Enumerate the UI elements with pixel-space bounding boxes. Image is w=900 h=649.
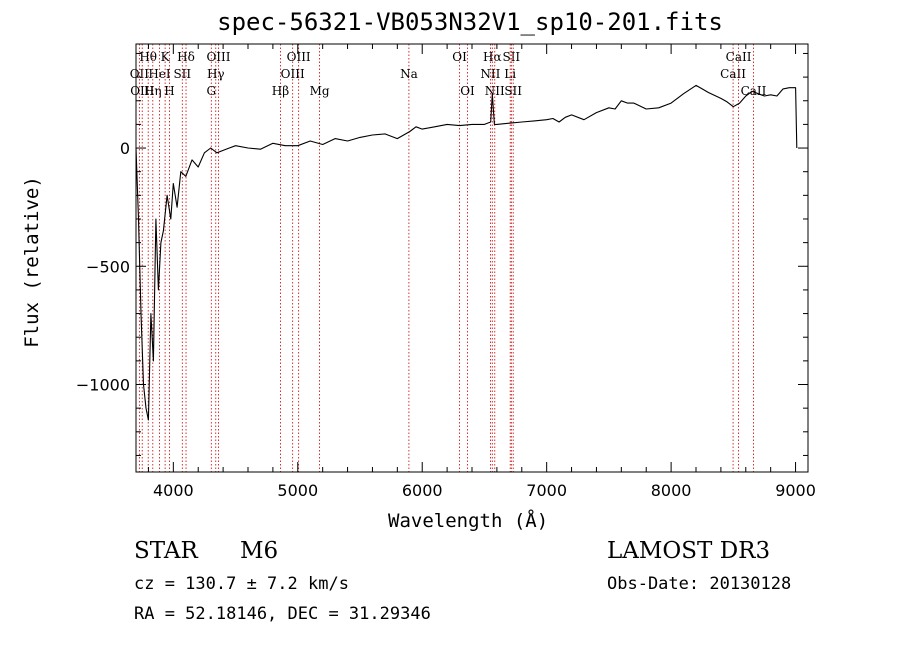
- spectral-line-label: Hδ: [177, 50, 195, 64]
- y-tick-label: −1000: [76, 376, 130, 395]
- spectral-line-label: Hγ: [207, 67, 225, 81]
- spectral-line-label: SII: [504, 84, 522, 98]
- spectral-line-label: Mg: [310, 84, 330, 98]
- x-tick-label: 7000: [526, 481, 567, 500]
- x-tick-label: 9000: [775, 481, 816, 500]
- spectral-line-label: OIII: [206, 50, 230, 64]
- spectral-line-label: Na: [400, 67, 418, 81]
- spectral-line-label: CaII: [726, 50, 752, 64]
- observation-date: Obs-Date: 20130128: [607, 574, 792, 594]
- object-subclass: M6: [240, 538, 279, 564]
- spectrum-curve: [135, 84, 798, 421]
- chart-title: spec-56321-VB053N32V1_sp10-201.fits: [217, 8, 723, 36]
- spectral-line-label: NII: [480, 67, 500, 81]
- spectral-line-label: Hβ: [272, 84, 289, 98]
- x-tick-label: 5000: [277, 481, 318, 500]
- y-tick-label: −500: [86, 257, 130, 276]
- plot-frame: [135, 43, 809, 473]
- x-tick-label: 6000: [402, 481, 443, 500]
- spectral-line-label: Li: [504, 67, 516, 81]
- survey-name: LAMOST DR3: [607, 538, 771, 564]
- spectral-line-label: Hθ: [139, 50, 157, 64]
- spectral-line-label: G: [206, 84, 216, 98]
- coordinates: RA = 52.18146, DEC = 31.29346: [134, 604, 431, 624]
- x-tick-label: 4000: [153, 481, 194, 500]
- spectral-line-label: OIII: [287, 50, 311, 64]
- spectral-line-label: CaII: [720, 67, 746, 81]
- spectral-line-label: Hα: [483, 50, 502, 64]
- spectral-line-label: HeI: [148, 67, 171, 81]
- spectral-line-label: SII: [173, 67, 191, 81]
- spectral-line-label: Hη: [144, 84, 162, 98]
- spectral-line-label: OIII: [281, 67, 305, 81]
- spectral-line-label: OI: [452, 50, 467, 64]
- spectral-line-label: NII: [485, 84, 505, 98]
- spectral-line-label: H: [164, 84, 174, 98]
- spectral-line-label: OI: [460, 84, 475, 98]
- spectral-line-label: OII: [130, 67, 150, 81]
- y-tick-label: 0: [120, 139, 130, 158]
- x-tick-label: 8000: [651, 481, 692, 500]
- y-axis-label: Flux (relative): [21, 176, 43, 348]
- spectral-line-label: SII: [502, 50, 520, 64]
- object-class: STAR: [134, 538, 198, 564]
- redshift-velocity: cz = 130.7 ± 7.2 km/s: [134, 574, 349, 594]
- x-axis-label: Wavelength (Å): [388, 510, 549, 532]
- spectral-line-label: K: [161, 50, 171, 64]
